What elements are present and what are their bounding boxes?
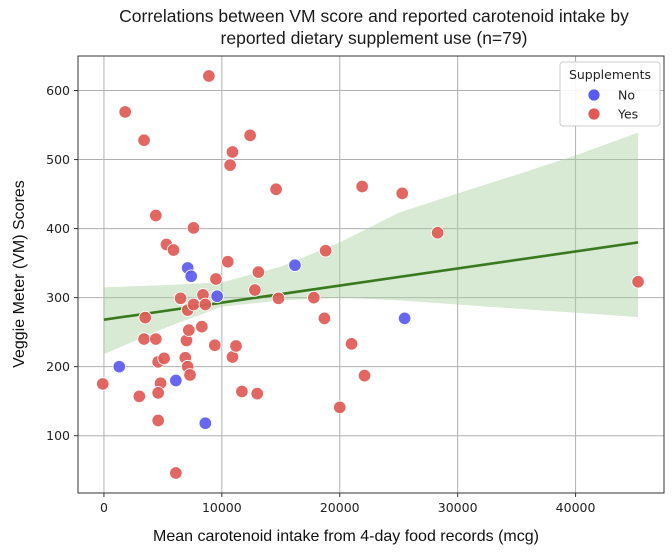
data-point-yes: [225, 145, 240, 159]
chart-title: Correlations between VM score and report…: [119, 6, 629, 48]
data-point-yes: [151, 413, 165, 428]
chart-title-line-1: Correlations between VM score and report…: [119, 6, 629, 26]
data-point-yes: [166, 243, 181, 257]
data-point-yes: [317, 311, 332, 326]
x-axis-label: Mean carotenoid intake from 4-day food r…: [153, 528, 539, 545]
y-tick-label: 100: [46, 428, 70, 443]
data-point-yes: [186, 297, 201, 312]
x-tick-label: 10000: [202, 500, 242, 515]
data-point-yes: [173, 291, 188, 306]
data-point-yes: [355, 179, 369, 194]
data-point-no: [210, 289, 224, 303]
data-point-yes: [357, 368, 372, 383]
x-tick-label: 40000: [556, 500, 596, 515]
x-tick-label: 20000: [320, 500, 360, 515]
data-point-no: [397, 311, 412, 326]
chart-title-line-2: reported dietary supplement use (n=79): [221, 28, 528, 48]
data-point-yes: [235, 384, 249, 399]
y-tick-label: 400: [46, 221, 70, 236]
data-point-yes: [243, 128, 257, 143]
y-tick-label: 200: [46, 359, 70, 374]
plot-frame: [77, 55, 665, 494]
x-tick-label: 30000: [438, 500, 478, 515]
data-point-yes: [209, 272, 223, 286]
data-point-yes: [183, 368, 197, 382]
data-point-yes: [208, 338, 222, 353]
series-no: [112, 258, 412, 431]
legend-label-yes: Yes: [617, 107, 638, 122]
data-point-yes: [318, 243, 333, 258]
data-point-yes: [271, 291, 286, 306]
y-tick-label: 500: [46, 152, 70, 167]
legend-box: [559, 61, 661, 127]
plot-area: 0 10000 20000 30000 40000 100 200 300 400 500 600: [46, 55, 665, 515]
data-point-yes: [118, 105, 132, 119]
data-point-yes: [137, 332, 151, 346]
data-point-no: [288, 258, 302, 272]
y-axis-label: Veggie Meter (VM) Scores: [11, 180, 28, 368]
data-point-yes: [430, 225, 445, 240]
data-point-yes: [229, 339, 243, 353]
data-point-yes: [132, 389, 147, 404]
data-point-yes: [202, 69, 216, 83]
data-point-no: [184, 269, 198, 283]
legend-marker-yes: [587, 107, 601, 121]
series-yes: [96, 69, 645, 480]
x-tick-label: 0: [100, 500, 108, 515]
data-point-no: [198, 416, 213, 431]
data-point-yes: [195, 319, 209, 334]
data-point-yes: [151, 386, 165, 400]
y-tick-label: 600: [46, 83, 70, 98]
data-point-yes: [307, 290, 321, 305]
data-point-yes: [96, 377, 110, 391]
legend: Supplements No Yes: [559, 61, 661, 127]
confidence-band: [103, 132, 639, 355]
data-point-yes: [631, 274, 645, 289]
data-point-no: [112, 359, 127, 374]
data-point-yes: [198, 297, 213, 312]
data-point-yes: [169, 466, 183, 480]
data-point-yes: [333, 400, 347, 415]
data-point-yes: [269, 182, 283, 196]
data-point-yes: [157, 351, 171, 366]
data-point-yes: [248, 283, 262, 297]
data-point-yes: [138, 310, 152, 325]
data-point-yes: [344, 337, 359, 351]
legend-title: Supplements: [569, 67, 651, 82]
data-point-yes: [182, 323, 196, 337]
data-point-yes: [220, 254, 235, 269]
data-point-yes: [223, 158, 237, 172]
legend-label-no: No: [618, 88, 635, 103]
data-point-yes: [137, 133, 151, 147]
data-point-yes: [250, 386, 264, 401]
data-point-yes: [251, 265, 266, 279]
legend-marker-no: [587, 88, 601, 102]
data-point-yes: [186, 221, 201, 235]
data-point-yes: [149, 332, 163, 346]
data-point-yes: [395, 186, 409, 201]
y-tick-label: 300: [46, 290, 70, 305]
data-point-yes: [149, 208, 163, 223]
data-point-no: [169, 373, 183, 388]
